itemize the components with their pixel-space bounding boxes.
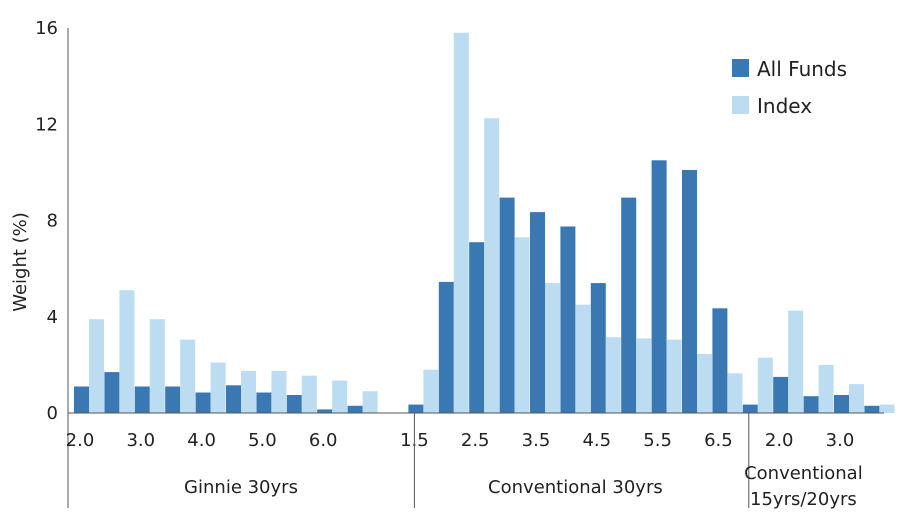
x-tick-label-2: 3.0 [126,430,155,451]
bar-all-funds-19 [651,160,667,413]
legend-swatch-all-funds [732,59,749,77]
bars-layer [74,32,895,414]
x-tick-label-8: 6.0 [309,430,338,451]
y-tick-label-16: 16 [35,18,58,39]
bar-index-16 [575,304,591,413]
x-tick-label-19: 5.5 [643,430,672,451]
bar-all-funds-25 [834,395,849,413]
bar-index-4 [210,362,226,413]
x-tick-label-17: 4.5 [582,430,611,451]
category-label-layer: 2.0 3.0 4.0 5.0 6.0 1.5 2.5 3.5 4.5 5.5 6.5 2.0 3.0 [66,430,855,451]
group-label-2-line-0: Conventional [744,463,863,484]
bar-index-17 [605,337,621,413]
bar-index-11 [423,369,439,413]
bar-all-funds-14 [499,197,515,413]
legend-label-index: Index [757,94,812,118]
x-tick-label-13: 2.5 [461,430,490,451]
x-tick-label-6: 5.0 [248,430,277,451]
bar-index-7 [301,375,317,413]
bar-index-15 [545,283,560,413]
bar-index-26 [879,404,895,413]
legend-swatch-index [732,96,749,114]
bar-all-funds-20 [682,170,697,413]
y-tick-label-4: 4 [47,307,58,328]
bar-all-funds-22 [742,404,758,413]
bar-index-24 [818,364,834,413]
group-label-2-line-1: 15yrs/20yrs [750,489,857,510]
bar-all-funds-8 [317,409,333,413]
bar-all-funds-23 [773,376,789,413]
y-tick-label-0: 0 [47,403,58,424]
bar-index-19 [666,339,682,413]
bar-index-2 [149,319,165,413]
bar-all-funds-18 [621,197,637,413]
bar-all-funds-3 [165,386,181,413]
bar-all-funds-21 [712,308,728,413]
x-tick-label-15: 3.5 [522,430,551,451]
bar-index-14 [514,237,530,413]
bar-index-1 [119,290,135,413]
bar-all-funds-12 [438,281,454,413]
legend-label-all-funds: All Funds [757,57,847,81]
bar-all-funds-24 [803,396,819,413]
bar-all-funds-6 [256,392,272,413]
bar-index-18 [636,338,652,413]
bar-index-0 [89,319,104,413]
bar-all-funds-15 [530,212,545,413]
group-label-0: Ginnie 30yrs [184,477,298,498]
bar-all-funds-11 [408,404,424,413]
bar-index-6 [271,370,287,413]
bar-all-funds-4 [195,392,211,413]
x-tick-label-21: 6.5 [704,430,733,451]
bar-all-funds-2 [134,386,150,413]
bar-all-funds-13 [469,242,485,413]
x-tick-label-4: 4.0 [187,430,216,451]
bar-index-5 [241,370,256,413]
bar-all-funds-9 [347,405,363,413]
x-tick-label-23: 2.0 [765,430,794,451]
group-label-1: Conventional 30yrs [488,477,663,498]
bar-index-25 [849,384,864,413]
bar-index-3 [180,339,196,413]
bar-index-23 [788,310,804,413]
bar-all-funds-17 [590,283,606,413]
bar-index-20 [697,354,712,413]
bar-all-funds-1 [104,372,120,413]
y-axis-title: Weight (%) [10,212,31,312]
legend: All Funds Index [732,57,847,118]
bar-all-funds-7 [286,395,302,413]
bar-index-9 [362,391,378,413]
bar-all-funds-5 [226,385,241,413]
bar-all-funds-0 [74,386,89,413]
bar-all-funds-26 [864,405,880,413]
group-label-layer: Ginnie 30yrs Conventional 30yrs Convention… [184,413,863,510]
bar-index-21 [727,373,743,413]
bar-index-13 [484,118,500,413]
x-tick-label-25: 3.0 [826,430,855,451]
y-tick-label-8: 8 [47,211,58,232]
y-tick-layer: 0 4 8 12 16 [35,18,58,424]
bar-index-12 [453,32,469,414]
x-tick-label-0: 2.0 [66,430,95,451]
bar-index-22 [757,357,773,413]
y-tick-label-12: 12 [35,114,58,135]
bar-index-8 [332,380,348,413]
bar-all-funds-16 [560,226,576,413]
